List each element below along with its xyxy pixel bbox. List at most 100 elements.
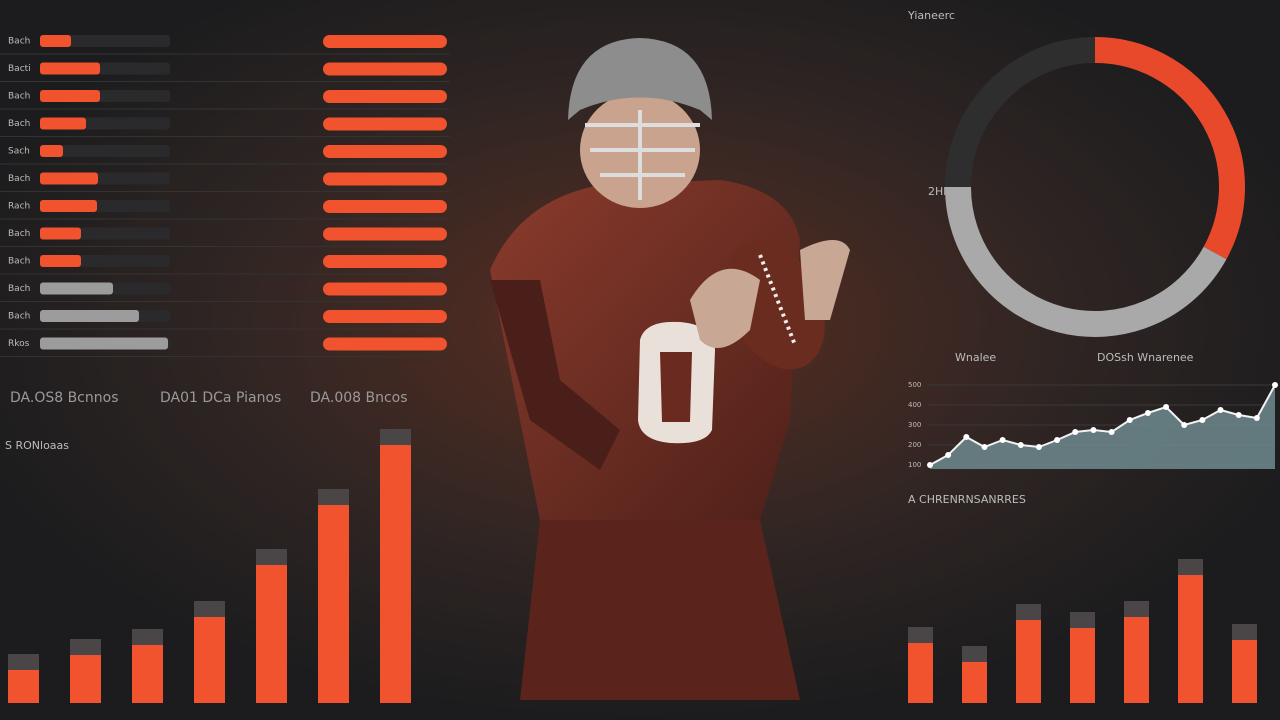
- bar: [256, 565, 287, 703]
- bar-cap: [8, 654, 39, 670]
- point: [1181, 422, 1188, 428]
- point: [1199, 417, 1206, 423]
- player: [490, 38, 850, 700]
- accent-pill: [323, 282, 447, 296]
- area: [930, 385, 1275, 469]
- accent-pill: [323, 145, 447, 158]
- bar: [40, 282, 113, 295]
- legend-label: DOSsh Wnarenee: [1097, 351, 1194, 364]
- bar: [40, 227, 81, 240]
- bar: [1016, 620, 1041, 703]
- point: [1253, 415, 1260, 421]
- legend-label: Wnalee: [955, 351, 996, 364]
- accent-pill: [323, 172, 447, 186]
- point: [1035, 444, 1042, 450]
- accent-pill: [323, 310, 447, 323]
- row-label: Bacti: [8, 64, 31, 74]
- bar-track: [40, 35, 170, 47]
- point: [981, 444, 988, 450]
- bar: [8, 670, 39, 703]
- point: [1163, 404, 1170, 410]
- bar: [1178, 575, 1203, 703]
- bar-cap: [194, 601, 225, 617]
- bar-cap: [908, 627, 933, 643]
- bar: [70, 655, 101, 703]
- bar: [1124, 617, 1149, 703]
- row-label: Bach: [8, 37, 30, 47]
- point: [1108, 429, 1115, 435]
- row-label: Bach: [8, 174, 30, 184]
- accent-pill: [323, 200, 447, 213]
- point: [1072, 429, 1079, 435]
- stat-label: DA.OS8 Bcnnos: [10, 390, 119, 406]
- point: [1217, 407, 1224, 413]
- row-label: Bach: [8, 312, 30, 322]
- bar: [40, 117, 86, 130]
- row-label: Rach: [8, 202, 30, 212]
- row-label: Rkos: [8, 339, 30, 349]
- row-label: Bach: [8, 92, 30, 102]
- point: [1126, 417, 1133, 423]
- y-tick-label: 500: [908, 381, 921, 389]
- bar-cap: [318, 489, 349, 505]
- accent-pill: [323, 62, 447, 76]
- bar-cap: [1070, 612, 1095, 628]
- bar-cap: [256, 549, 287, 565]
- accent-pill: [323, 227, 447, 241]
- chart-title: S RONloaas: [5, 439, 69, 452]
- donut-label: 2Hk: [928, 185, 950, 198]
- bar: [40, 90, 100, 102]
- accent-pill: [323, 337, 447, 351]
- stat-label: DA01 DCa Pianos: [160, 390, 281, 406]
- accent-pill: [323, 35, 447, 48]
- bar-cap: [380, 429, 411, 445]
- row-label: Bach: [8, 284, 30, 294]
- bar: [962, 662, 987, 703]
- bar: [1232, 640, 1257, 703]
- point: [1090, 427, 1097, 433]
- row-label: Bach: [8, 119, 30, 129]
- point: [945, 452, 952, 458]
- row-label: Sach: [8, 147, 30, 157]
- bar-cap: [1178, 559, 1203, 575]
- bar: [132, 645, 163, 703]
- bar: [40, 255, 81, 267]
- y-tick-label: 200: [908, 441, 921, 449]
- bar: [40, 310, 139, 322]
- y-tick-label: 300: [908, 421, 921, 429]
- bar-cap: [1016, 604, 1041, 620]
- y-tick-label: 400: [908, 401, 921, 409]
- chart-title: A CHRENRNSANRRES: [908, 493, 1026, 506]
- bar-cap: [962, 646, 987, 662]
- bar: [318, 505, 349, 703]
- donut-segment: [945, 186, 1227, 337]
- point: [1144, 410, 1151, 416]
- bar: [40, 145, 63, 157]
- y-tick-label: 100: [908, 461, 921, 469]
- point: [999, 437, 1006, 443]
- chart-title: Yianeerc: [907, 9, 955, 22]
- row-label: Bach: [8, 229, 30, 239]
- accent-pill: [323, 90, 447, 103]
- bar: [40, 172, 98, 185]
- bar: [40, 35, 71, 47]
- donut-segment: [945, 37, 1096, 188]
- accent-pill: [323, 117, 447, 131]
- point: [963, 434, 970, 440]
- stat-label: DA.008 Bncos: [310, 390, 408, 406]
- bar-track: [40, 145, 170, 157]
- point: [1235, 412, 1242, 418]
- donut-segment: [1094, 37, 1245, 260]
- row-label: Bach: [8, 257, 30, 267]
- bar-cap: [1124, 601, 1149, 617]
- bar-cap: [1232, 624, 1257, 640]
- bar: [380, 445, 411, 703]
- accent-pill: [323, 255, 447, 268]
- point: [927, 462, 933, 468]
- point: [1017, 442, 1024, 448]
- point: [1054, 437, 1061, 443]
- bar: [908, 643, 933, 703]
- line: [929, 384, 1276, 466]
